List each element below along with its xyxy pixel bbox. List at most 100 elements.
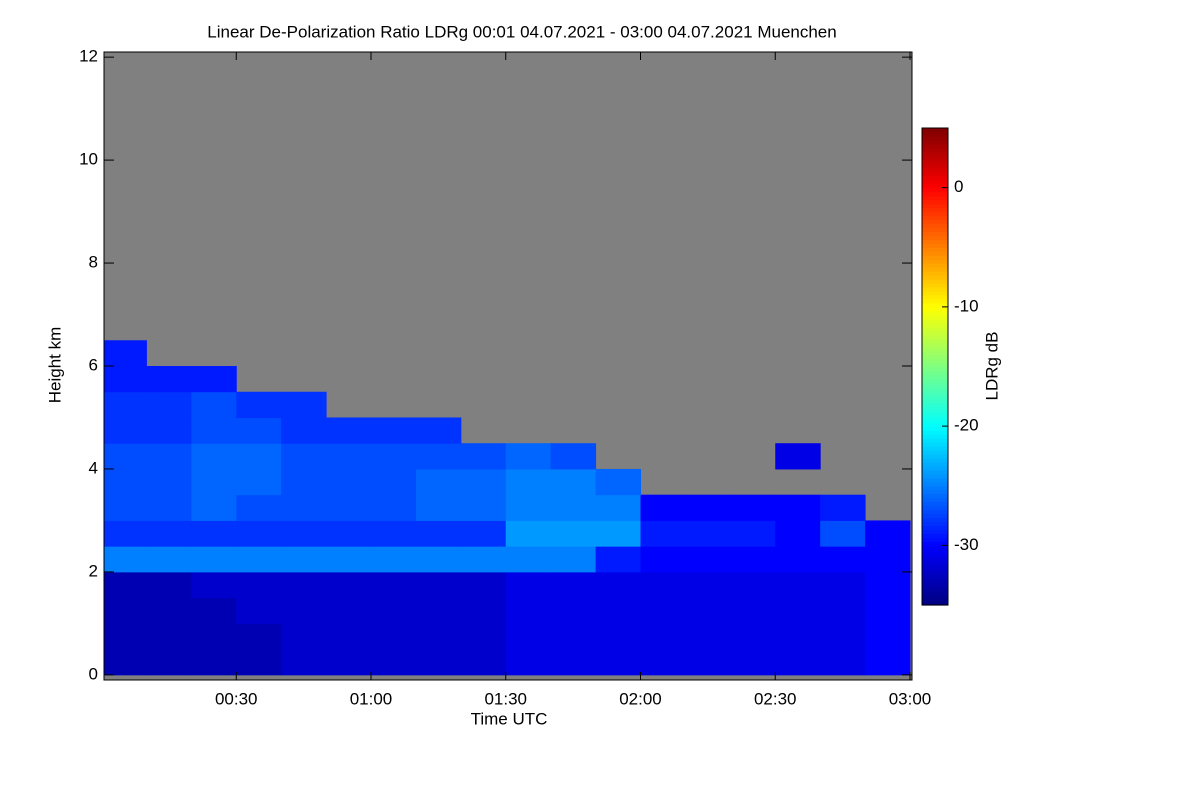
colorbar-segment (922, 235, 948, 240)
heatmap-cell (730, 649, 776, 676)
colorbar-segment (922, 283, 948, 288)
heatmap-cell (191, 366, 237, 393)
colorbar-segment (922, 430, 948, 435)
colorbar-segment (922, 410, 948, 415)
heatmap-cell (236, 494, 282, 521)
heatmap-cell (640, 597, 686, 624)
heatmap-cell (640, 649, 686, 676)
y-tick-label: 8 (89, 253, 98, 272)
y-axis-label: Height km (45, 327, 64, 404)
y-tick-label: 12 (79, 47, 98, 66)
colorbar-segment (922, 199, 948, 205)
colorbar-segment (922, 350, 948, 356)
colorbar-segment (922, 231, 948, 236)
colorbar-segment (922, 597, 948, 602)
heatmap-cell (505, 468, 552, 496)
colorbar-segment (922, 370, 948, 376)
colorbar-segment (922, 438, 948, 443)
heatmap-cell (146, 571, 192, 599)
colorbar-segment (922, 163, 948, 169)
colorbar-segment (922, 366, 948, 372)
heatmap-cell (146, 597, 192, 624)
colorbar-segment (922, 227, 948, 232)
colorbar-segment (922, 342, 948, 348)
colorbar-segment (922, 326, 948, 332)
heatmap-cell (281, 391, 327, 418)
colorbar-segment (922, 509, 948, 515)
colorbar-segment (922, 414, 948, 419)
heatmap-cell (820, 494, 866, 521)
heatmap-cell (326, 623, 372, 650)
heatmap-cell (326, 417, 372, 444)
colorbar-segment (922, 294, 948, 300)
colorbar-segment (922, 310, 948, 316)
heatmap-cell (820, 623, 866, 650)
colorbar-segment (922, 219, 948, 224)
colorbar-segment (922, 465, 948, 471)
heatmap-cell (550, 520, 597, 547)
heatmap-cell (236, 649, 282, 676)
heatmap-cell (595, 494, 642, 521)
heatmap-cell (104, 494, 147, 521)
colorbar-segment (922, 318, 948, 324)
heatmap-cell (191, 443, 237, 470)
colorbar-frame (921, 127, 949, 606)
colorbar-segment (922, 179, 948, 185)
heatmap-cell (281, 494, 327, 521)
colorbar-segment (922, 493, 948, 499)
heatmap-cell (104, 597, 147, 624)
heatmap-cell (505, 546, 552, 573)
x-tick-label: 01:30 (484, 689, 527, 708)
colorbar-segment (922, 577, 948, 582)
colorbar-segment (922, 259, 948, 264)
heatmap-cell (685, 623, 731, 650)
colorbar-segment (922, 477, 948, 483)
heatmap-cell (550, 494, 597, 521)
heatmap-cell (730, 546, 776, 573)
colorbar-segment (922, 290, 948, 296)
heatmap-cell (550, 623, 597, 650)
heatmap-cell (865, 546, 911, 573)
heatmap-cell (865, 597, 911, 624)
x-tick-label: 03:00 (889, 689, 932, 708)
heatmap-cell (326, 649, 372, 676)
colorbar-segment (922, 442, 948, 447)
colorbar-segment (922, 426, 948, 431)
heatmap-cell (460, 520, 507, 547)
y-tick-label: 10 (79, 150, 98, 169)
heatmap-cell (415, 623, 462, 650)
colorbar-segment (922, 473, 948, 479)
heatmap-cell (685, 597, 731, 624)
heatmap-cell (550, 443, 597, 470)
heatmap-cell (146, 443, 192, 470)
colorbar-segment (922, 255, 948, 260)
heatmap-cell (281, 520, 327, 547)
colorbar-segment (922, 191, 948, 197)
heatmap-cell (146, 649, 192, 676)
colorbar-segment (922, 537, 948, 542)
heatmap-cell (281, 443, 327, 470)
colorbar-segment (922, 378, 948, 383)
colorbar-segment (922, 434, 948, 439)
heatmap-cell (460, 494, 507, 521)
colorbar-segment (922, 525, 948, 531)
heatmap-cell (685, 571, 731, 599)
heatmap-cell (104, 520, 147, 547)
colorbar-segment (922, 151, 948, 157)
colorbar-segment (922, 354, 948, 360)
colorbar-segment (922, 374, 948, 380)
colorbar-segment (922, 601, 948, 606)
colorbar-tick-label: -30 (954, 535, 979, 554)
heatmap-cell (460, 597, 507, 624)
heatmap-cell (505, 571, 552, 599)
heatmap-cell (775, 443, 821, 470)
heatmap-cell (104, 649, 147, 676)
heatmap-cell (730, 494, 776, 521)
colorbar-segment (922, 147, 948, 153)
heatmap-cell (640, 520, 686, 547)
colorbar-tick-label: 0 (954, 177, 963, 196)
heatmap-cell (595, 649, 642, 676)
heatmap-cell (865, 520, 911, 547)
colorbar-segment (922, 302, 948, 308)
colorbar-segment (922, 183, 948, 189)
